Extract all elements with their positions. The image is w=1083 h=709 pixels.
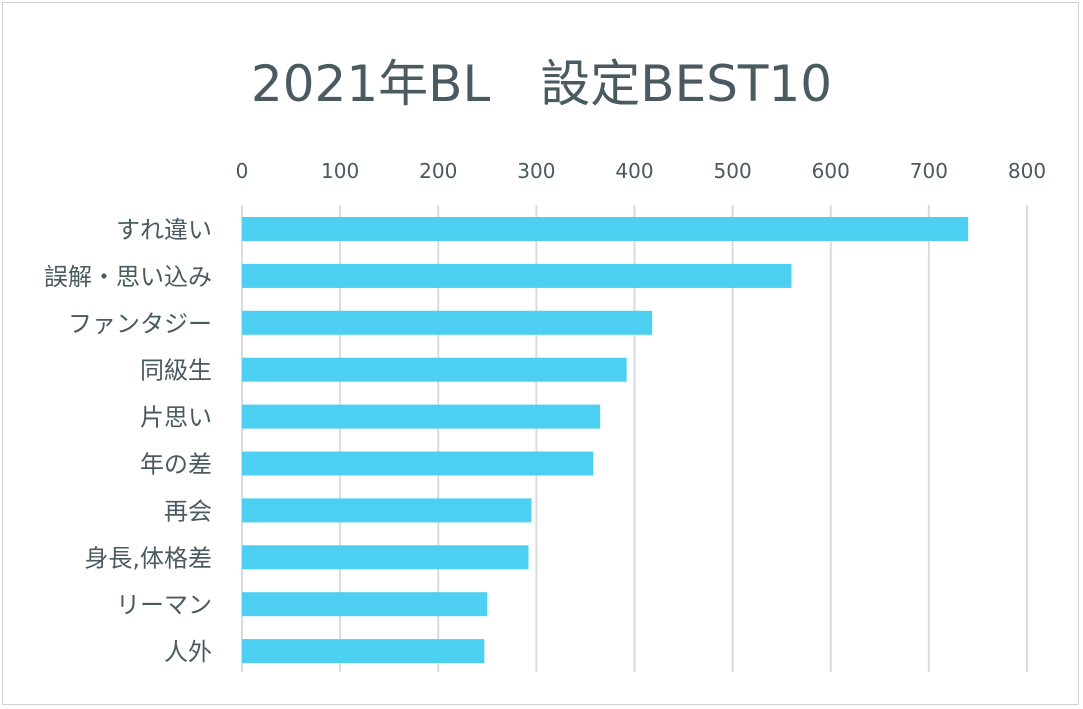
bar-7 [242, 498, 532, 523]
x-tick-label-300: 300 [517, 159, 555, 183]
category-label-2: 誤解・思い込み [44, 263, 212, 291]
category-label-8: 身長,体格差 [84, 544, 212, 572]
bar-8 [242, 545, 529, 570]
x-tick-label-0: 0 [236, 159, 249, 183]
category-label-7: 再会 [164, 497, 212, 525]
x-tick-label-100: 100 [321, 159, 359, 183]
category-label-4: 同級生 [140, 357, 212, 385]
category-label-5: 片思い [140, 404, 212, 432]
chart-title: 2021年BL 設定BEST10 [250, 55, 833, 113]
bar-10 [242, 639, 485, 664]
x-tick-label-400: 400 [615, 159, 653, 183]
category-label-1: すれ違い [116, 216, 212, 244]
bar-3 [242, 310, 653, 335]
bars [242, 217, 969, 664]
category-label-3: ファンタジー [68, 310, 212, 338]
category-label-9: リーマン [116, 591, 212, 619]
bar-1 [242, 217, 969, 241]
x-axis-ticks: 0 100 200 300 400 500 600 700 800 [236, 159, 1046, 183]
x-tick-label-500: 500 [714, 159, 752, 183]
bar-2 [242, 263, 792, 288]
category-label-6: 年の差 [140, 451, 212, 479]
x-tick-label-800: 800 [1008, 159, 1046, 183]
x-tick-label-200: 200 [419, 159, 457, 183]
x-tick-label-700: 700 [910, 159, 948, 183]
bar-9 [242, 592, 488, 617]
bar-5 [242, 404, 601, 429]
category-label-10: 人外 [164, 638, 212, 666]
bar-6 [242, 451, 594, 476]
x-tick-label-600: 600 [812, 159, 850, 183]
bar-4 [242, 357, 627, 382]
